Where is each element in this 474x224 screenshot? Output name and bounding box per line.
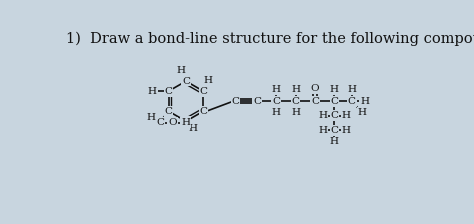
Text: H: H bbox=[204, 76, 213, 85]
Text: H: H bbox=[291, 108, 300, 117]
Text: H: H bbox=[176, 66, 185, 75]
Text: C: C bbox=[164, 87, 173, 96]
Text: H: H bbox=[291, 85, 300, 94]
Text: C: C bbox=[292, 97, 300, 106]
Text: H: H bbox=[330, 85, 339, 94]
Text: H: H bbox=[330, 138, 339, 146]
Text: H: H bbox=[189, 124, 198, 134]
Text: H: H bbox=[358, 108, 367, 117]
Text: H: H bbox=[347, 85, 356, 94]
Text: C: C bbox=[330, 97, 338, 106]
Text: H: H bbox=[360, 97, 369, 106]
Text: O: O bbox=[168, 118, 177, 127]
Text: H: H bbox=[147, 113, 156, 122]
Text: O: O bbox=[310, 84, 319, 93]
Text: C: C bbox=[272, 97, 280, 106]
Text: C: C bbox=[311, 97, 319, 106]
Text: C: C bbox=[348, 97, 356, 106]
Text: C: C bbox=[253, 97, 261, 106]
Text: C: C bbox=[200, 107, 208, 116]
Text: C: C bbox=[330, 111, 338, 120]
Text: 1)  Draw a bond-line structure for the following compound.: 1) Draw a bond-line structure for the fo… bbox=[66, 32, 474, 46]
Text: H: H bbox=[148, 87, 157, 96]
Text: C: C bbox=[182, 77, 190, 86]
Text: C: C bbox=[200, 87, 208, 96]
Text: H: H bbox=[341, 111, 350, 120]
Text: C: C bbox=[182, 117, 190, 126]
Text: H: H bbox=[341, 126, 350, 135]
Text: H: H bbox=[318, 111, 327, 120]
Text: H: H bbox=[318, 126, 327, 135]
Text: H: H bbox=[272, 108, 281, 117]
Text: C: C bbox=[330, 126, 338, 135]
Text: C: C bbox=[232, 97, 239, 106]
Text: C: C bbox=[156, 118, 164, 127]
Text: C: C bbox=[164, 107, 173, 116]
Text: H: H bbox=[181, 118, 190, 127]
Text: H: H bbox=[272, 85, 281, 94]
